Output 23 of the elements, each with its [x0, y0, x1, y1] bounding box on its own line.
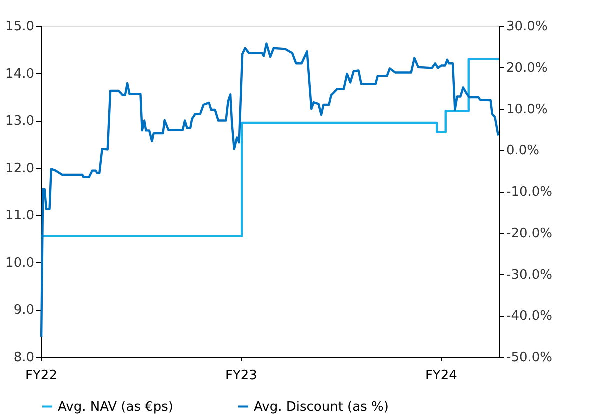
y2-tick-label: -50.0% [506, 350, 552, 366]
legend-label: Avg. Discount (as %) [254, 400, 389, 414]
y2-tick-label: -30.0% [506, 268, 552, 283]
y-tick-label: 15.0 [6, 20, 34, 34]
legend-label: Avg. NAV (as €ps) [58, 400, 174, 414]
x-tick-label: FY24 [425, 368, 458, 384]
y2-tick-label: 0.0% [506, 144, 540, 159]
y2-tick-label: 20.0% [506, 60, 548, 76]
x-tick-label: FY22 [26, 368, 58, 384]
y-tick-label: 12.0 [6, 161, 34, 176]
y2-tick-label: 30.0% [506, 20, 548, 34]
y2-tick-label: -40.0% [506, 309, 552, 324]
y-tick-label: 8.0 [14, 350, 34, 366]
y-tick-label: 9.0 [14, 303, 34, 318]
y2-tick-label: 10.0% [506, 102, 548, 118]
y-tick-label: 13.0 [6, 114, 34, 130]
y2-tick-label: -20.0% [506, 226, 552, 242]
line-series [40, 42, 500, 338]
y-tick-label: 10.0 [6, 256, 34, 271]
y2-tick-label: -10.0% [506, 185, 552, 200]
y-tick-label: 14.0 [6, 66, 34, 82]
y-tick-label: 11.0 [6, 208, 34, 224]
x-tick-label: FY23 [225, 368, 258, 384]
